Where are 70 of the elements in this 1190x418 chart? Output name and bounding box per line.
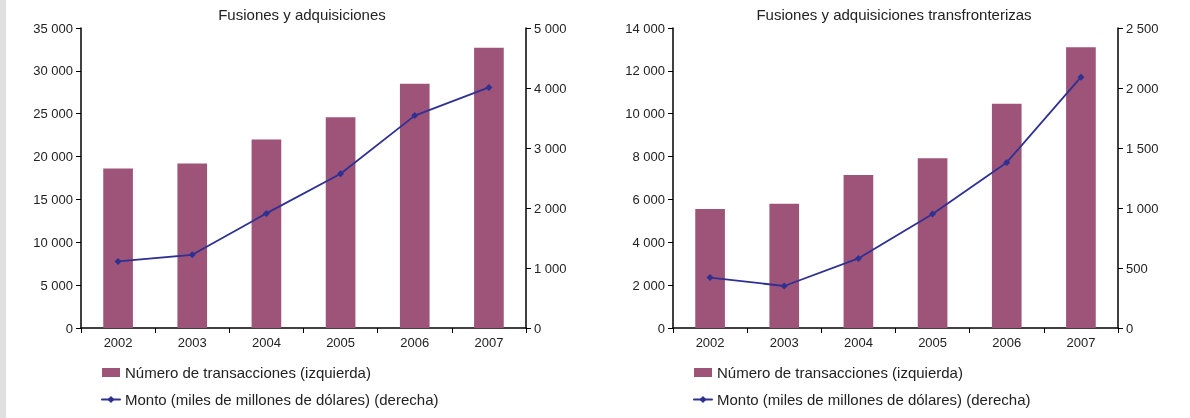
y-tick-label: 12 000 — [625, 63, 665, 79]
point — [780, 282, 788, 290]
y-tick-label: 35 000 — [33, 20, 73, 36]
point — [485, 83, 493, 91]
bar — [843, 175, 874, 328]
point — [929, 210, 937, 218]
bar — [1066, 47, 1096, 328]
x-tick-label: 2006 — [400, 335, 430, 350]
legend-label: Monto (miles de millones de dólares) (derecha) — [125, 391, 439, 408]
y2-tick-label: 4 000 — [534, 80, 567, 96]
y2-tick-label: 0 — [1126, 320, 1134, 336]
point — [114, 257, 122, 265]
y2-tick-label: 1 000 — [534, 260, 567, 276]
y-tick-label: 5 000 — [40, 277, 73, 293]
y-tick-label: 15 000 — [33, 191, 73, 207]
x-tick-label: 2003 — [177, 335, 207, 350]
x-tick-label: 2002 — [695, 335, 725, 350]
y2-tick-label: 1 500 — [1126, 140, 1159, 156]
y2-tick-label: 2 000 — [534, 200, 567, 216]
y-tick-label: 14 000 — [625, 20, 665, 36]
bar — [695, 209, 725, 328]
bar — [991, 103, 1022, 328]
point — [1077, 73, 1085, 81]
bar — [177, 163, 208, 328]
y2-tick-label: 3 000 — [534, 140, 567, 156]
bar — [325, 117, 356, 328]
chart-title: Fusiones y adquisiciones transfronterizas — [756, 6, 1032, 23]
point — [337, 170, 345, 178]
bar — [474, 47, 504, 328]
legend-label: Número de transacciones (izquierda) — [717, 364, 963, 381]
x-tick-label: 2004 — [843, 335, 873, 350]
legend-label: Número de transacciones (izquierda) — [125, 364, 371, 381]
point — [1003, 158, 1011, 166]
y-tick-label: 6 000 — [632, 191, 665, 207]
x-tick-label: 2005 — [918, 335, 948, 350]
point — [262, 209, 270, 217]
y-tick-label: 8 000 — [632, 149, 665, 165]
bar — [399, 83, 430, 328]
legend-label: Monto (miles de millones de dólares) (derecha) — [717, 391, 1031, 408]
x-tick-label: 2007 — [1066, 335, 1096, 350]
y-tick-label: 0 — [65, 320, 73, 336]
y2-tick-label: 500 — [1126, 260, 1148, 276]
x-tick-label: 2005 — [326, 335, 356, 350]
y-tick-label: 10 000 — [33, 234, 73, 250]
y-tick-label: 2 000 — [632, 277, 665, 293]
bar — [103, 168, 133, 328]
point — [188, 251, 196, 259]
bar — [769, 203, 800, 328]
y-tick-label: 20 000 — [33, 149, 73, 165]
bar — [917, 158, 948, 328]
y2-tick-label: 2 000 — [1126, 80, 1159, 96]
point — [854, 254, 862, 262]
x-tick-label: 2006 — [992, 335, 1022, 350]
y-tick-label: 25 000 — [33, 106, 73, 122]
chart-title: Fusiones y adquisiciones — [218, 6, 386, 23]
y-tick-label: 30 000 — [33, 63, 73, 79]
x-tick-label: 2002 — [103, 335, 133, 350]
point — [706, 274, 714, 282]
y2-tick-label: 1 000 — [1126, 200, 1159, 216]
y2-tick-label: 2 500 — [1126, 20, 1159, 36]
x-tick-label: 2004 — [251, 335, 281, 350]
y-tick-label: 10 000 — [625, 106, 665, 122]
point — [411, 112, 419, 120]
y-tick-label: 4 000 — [632, 234, 665, 250]
x-tick-label: 2007 — [474, 335, 504, 350]
y2-tick-label: 5 000 — [534, 20, 567, 36]
y-tick-label: 0 — [657, 320, 665, 336]
y2-tick-label: 0 — [534, 320, 542, 336]
x-tick-label: 2003 — [769, 335, 799, 350]
bar — [251, 139, 282, 328]
